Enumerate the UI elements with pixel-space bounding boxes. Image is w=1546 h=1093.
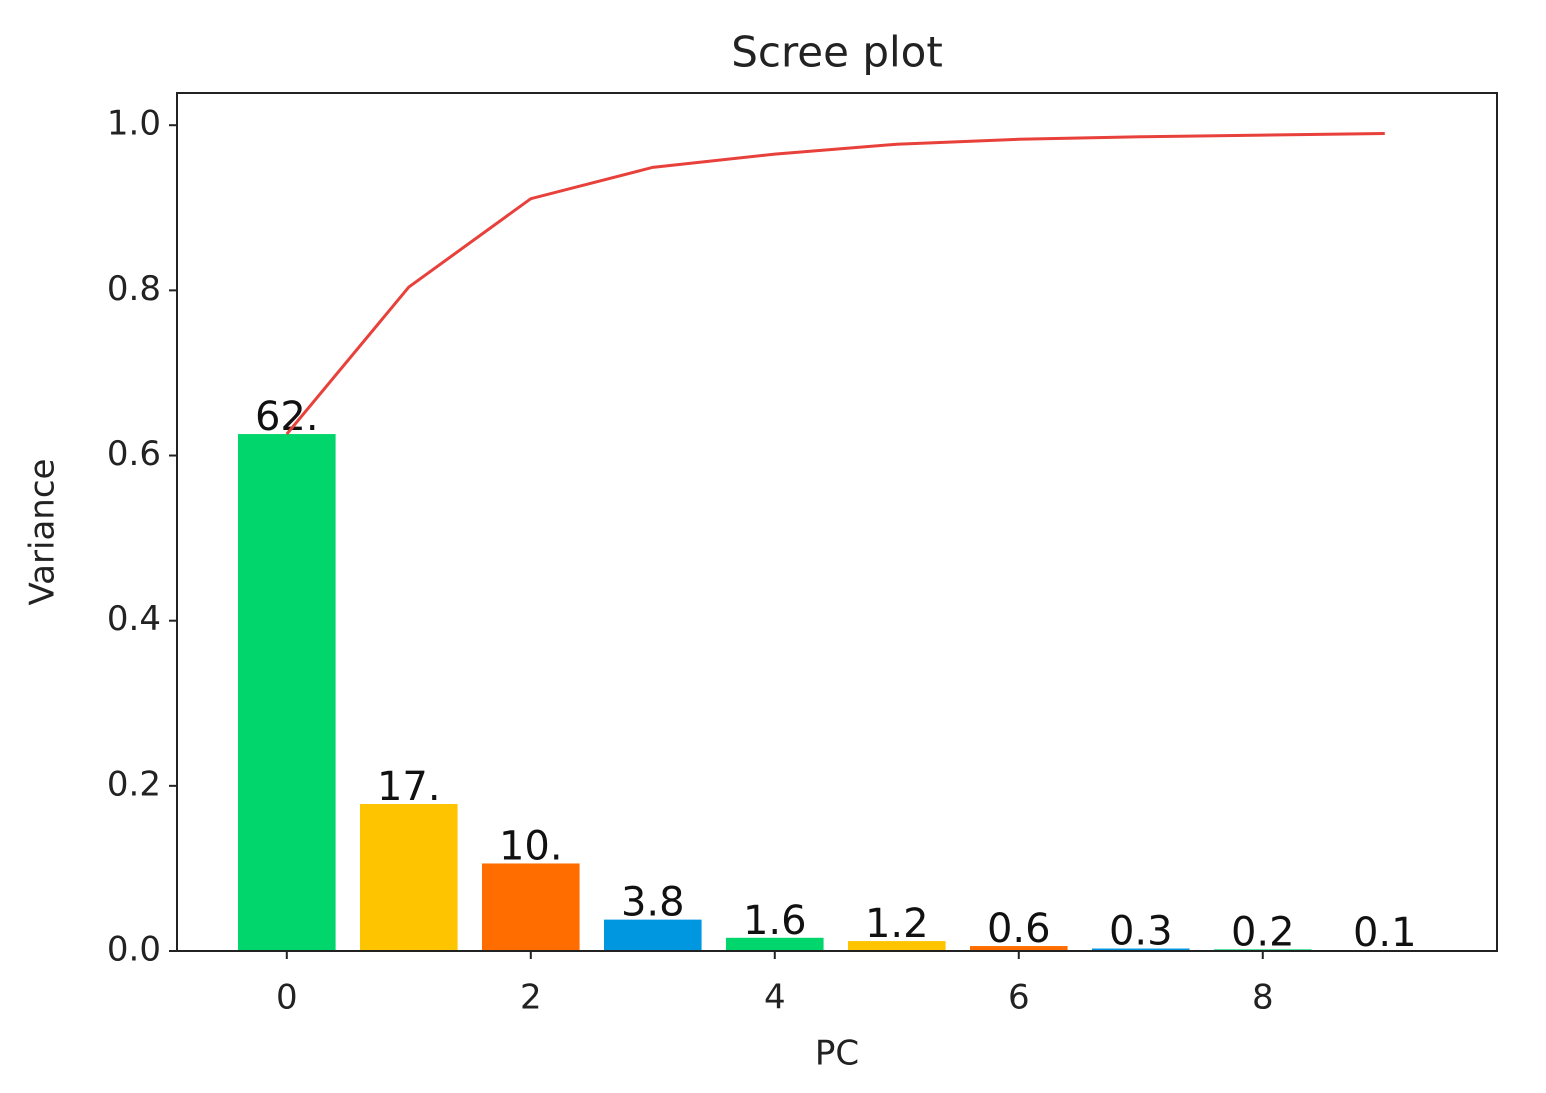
x-tick-label: 6 [1008,978,1030,1018]
bar-value-label: 0.3 [1109,909,1173,955]
y-tick-label: 0.4 [107,599,161,639]
x-axis-label: PC [815,1034,859,1074]
chart-title: Scree plot [731,28,943,77]
bar-value-label: 17. [377,764,441,810]
y-tick-label: 0.2 [107,764,161,804]
x-tick-label: 0 [276,978,298,1018]
cumulative-line [285,131,1385,436]
y-tick-label: 1.0 [107,104,161,144]
bar [359,804,458,951]
bar-value-label: 10. [499,823,563,869]
y-tick-label: 0.8 [107,269,161,309]
bar [1091,948,1190,951]
bar-value-label: 3.8 [621,880,685,926]
x-tick-label: 4 [764,978,786,1018]
bar-value-label: 1.6 [743,898,807,944]
bar [603,919,702,951]
x-tick-label: 8 [1252,978,1274,1018]
bar-value-label: 0.6 [987,906,1051,952]
bar [725,937,824,951]
y-tick-label: 0.0 [107,930,161,970]
bar [847,941,946,951]
bar [237,434,336,951]
y-tick-label: 0.6 [107,434,161,474]
y-axis-label: Variance [23,459,63,606]
plot-frame [176,92,1498,952]
bar-value-label: 1.2 [865,901,929,947]
bar [481,863,580,951]
bar [969,946,1068,951]
bar-value-label: 0.2 [1231,909,1295,955]
x-tick-label: 2 [520,978,542,1018]
bar-value-label: 0.1 [1353,910,1417,956]
